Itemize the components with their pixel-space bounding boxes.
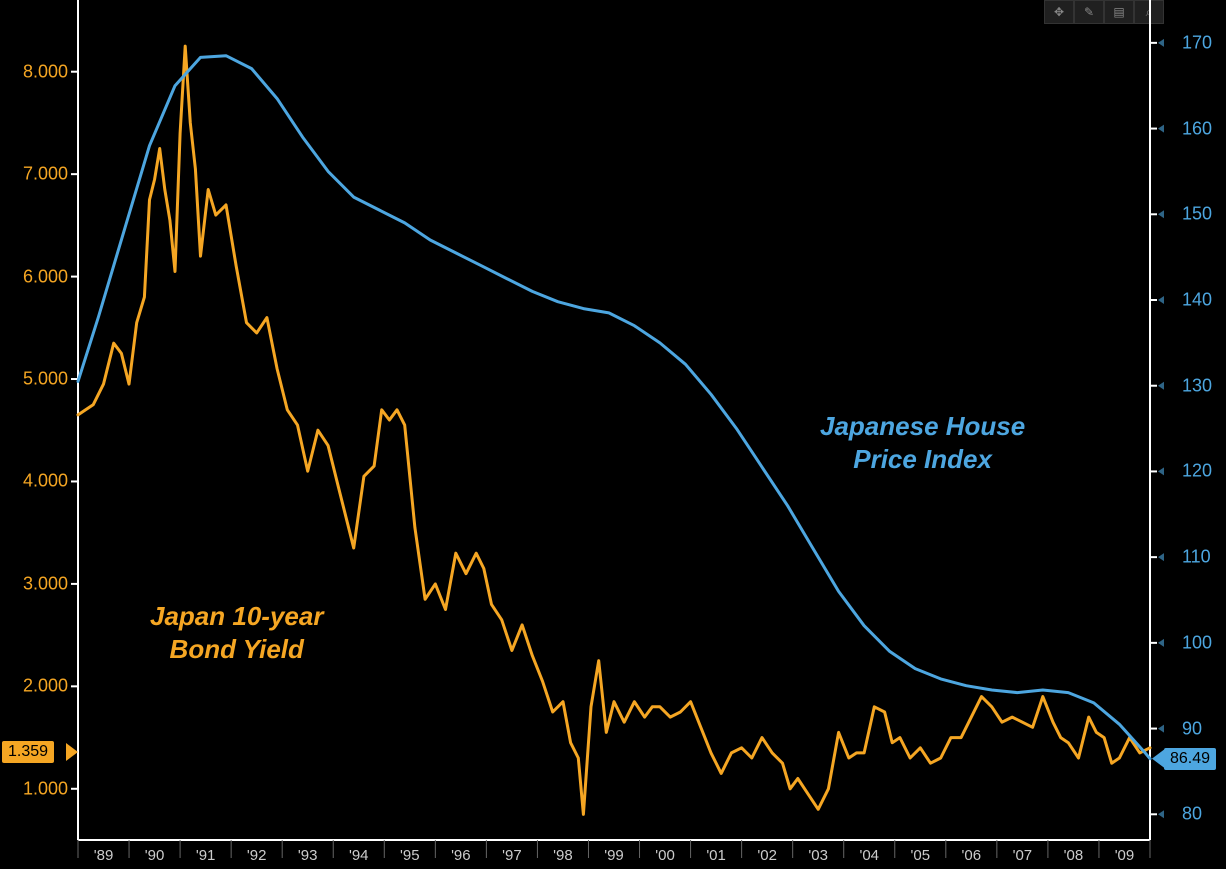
left-axis-tick-label: 6.000	[23, 266, 68, 287]
right-axis-tick-label: 100	[1182, 632, 1212, 653]
right-axis-tick-label: 140	[1182, 290, 1212, 311]
left-current-value-badge: 1.359	[2, 741, 54, 763]
x-axis-tick-label: '05	[911, 847, 931, 864]
left-axis-tick-label: 3.000	[23, 573, 68, 594]
right-axis-tick-label: 110	[1182, 547, 1211, 568]
x-axis-tick-label: '97	[502, 847, 522, 864]
chart-svg	[0, 0, 1226, 869]
x-axis-tick-label: '92	[247, 847, 267, 864]
right-axis-tick-label: 170	[1182, 32, 1212, 53]
right-current-value: 86.49	[1170, 750, 1210, 767]
right-axis-tick-label: 150	[1182, 204, 1212, 225]
left-axis-tick-label: 8.000	[23, 61, 68, 82]
x-axis-tick-label: '94	[349, 847, 369, 864]
left-axis-tick-label: 2.000	[23, 676, 68, 697]
left-axis-tick-label: 4.000	[23, 471, 68, 492]
left-current-value: 1.359	[8, 743, 48, 760]
x-axis-tick-label: '93	[298, 847, 318, 864]
x-axis-tick-label: '91	[196, 847, 216, 864]
chart-container: ✥ ✎ ▤ ⌕ 1.0002.0003.0004.0005.0006.0007.…	[0, 0, 1226, 869]
x-axis-tick-label: '98	[553, 847, 573, 864]
series-label-bond-yield: Japan 10-yearBond Yield	[150, 600, 323, 665]
x-axis-tick-label: '01	[706, 847, 726, 864]
x-axis-tick-label: '00	[655, 847, 675, 864]
left-axis-tick-label: 7.000	[23, 164, 68, 185]
x-axis-tick-label: '09	[1115, 847, 1135, 864]
right-axis-tick-label: 160	[1182, 118, 1212, 139]
x-axis-tick-label: '89	[94, 847, 114, 864]
x-axis-tick-label: '95	[400, 847, 420, 864]
left-axis-tick-label: 1.000	[23, 778, 68, 799]
x-axis-tick-label: '03	[808, 847, 828, 864]
x-axis-tick-label: '96	[451, 847, 471, 864]
right-axis-tick-label: 80	[1182, 804, 1202, 825]
x-axis-tick-label: '06	[962, 847, 982, 864]
x-axis-tick-label: '99	[604, 847, 624, 864]
right-axis-tick-label: 120	[1182, 461, 1212, 482]
x-axis-tick-label: '04	[859, 847, 879, 864]
x-axis-tick-label: '08	[1064, 847, 1084, 864]
right-current-value-badge: 86.49	[1164, 748, 1216, 770]
left-axis-tick-label: 5.000	[23, 369, 68, 390]
x-axis-tick-label: '90	[145, 847, 165, 864]
right-axis-tick-label: 130	[1182, 375, 1212, 396]
x-axis-tick-label: '07	[1013, 847, 1033, 864]
x-axis-tick-label: '02	[757, 847, 777, 864]
series-label-house-price: Japanese HousePrice Index	[820, 410, 1025, 475]
right-axis-tick-label: 90	[1182, 718, 1202, 739]
